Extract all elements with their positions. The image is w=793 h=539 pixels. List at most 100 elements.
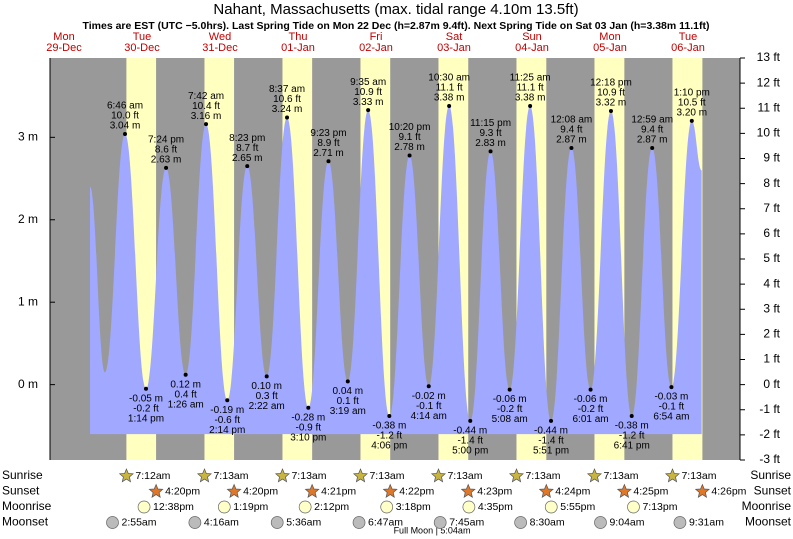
sunrise-time: 7:13am <box>369 470 404 482</box>
tide-m: 3.16 m <box>191 111 222 122</box>
tide-ft: -0.2 ft <box>497 404 523 415</box>
tide-extreme <box>426 384 431 389</box>
tide-m: 3.32 m <box>596 98 627 109</box>
tide-ft: 9.3 ft <box>479 128 501 139</box>
tide-m: 2.71 m <box>313 148 344 159</box>
sunset-time: 4:20pm <box>165 485 200 497</box>
tide-extreme <box>164 165 169 170</box>
tide-ft: -1.2 ft <box>619 431 645 442</box>
tide-ft: -1.4 ft <box>457 436 483 447</box>
y2-tick-label: 1 ft <box>763 352 780 366</box>
sunrise-time: 7:13am <box>525 470 560 482</box>
tide-extreme <box>264 374 269 379</box>
sunrise-time: 7:13am <box>681 470 716 482</box>
y2-tick-label: 3 ft <box>763 301 780 315</box>
row-label-right: Moonrise <box>742 499 792 513</box>
tide-ft: 0.3 ft <box>256 391 278 402</box>
moonrise-icon <box>217 500 231 514</box>
y-tick-label: 0 m <box>18 377 38 391</box>
tide-time: 11:15 pm <box>470 118 511 129</box>
moonset-time: 7:45am <box>449 516 484 528</box>
tide-time: 6:01 am <box>572 414 608 425</box>
tide-extreme <box>326 159 331 164</box>
tide-m: 2.78 m <box>394 142 425 153</box>
tide-m: 0.04 m <box>333 386 364 397</box>
tide-extreme <box>689 118 694 123</box>
sunset-icon <box>304 483 320 498</box>
tide-extreme <box>488 149 493 154</box>
tide-ft: -1.2 ft <box>377 431 403 442</box>
tide-m: 3.38 m <box>515 93 546 104</box>
tide-time: 8:37 am <box>269 84 305 95</box>
tide-ft: -0.1 ft <box>659 402 685 413</box>
moonset-icon <box>673 516 687 529</box>
sunrise-icon <box>430 468 446 483</box>
tide-m: 3.20 m <box>677 107 708 118</box>
y2-tick-label: 11 ft <box>758 100 781 114</box>
day-name: Mon <box>599 31 620 43</box>
y2-tick-label: 4 ft <box>763 276 780 290</box>
sunset-time: 4:26pm <box>711 485 746 497</box>
moonrise-icon <box>298 500 312 514</box>
sunrise-icon <box>118 468 134 483</box>
day-name: Sat <box>446 31 463 43</box>
tide-ft: 11.1 ft <box>517 83 544 94</box>
tide-extreme <box>569 146 574 151</box>
day-name: Tue <box>679 31 698 43</box>
day-date: 04-Jan <box>515 42 549 54</box>
moonset-time: 5:36am <box>286 516 321 528</box>
tide-extreme <box>608 108 613 113</box>
sunrise-time: 7:13am <box>447 470 482 482</box>
tide-m: -0.05 m <box>129 393 163 404</box>
moonrise-time: 12:38pm <box>153 501 194 513</box>
sunset-icon <box>460 483 476 498</box>
moonset-icon <box>352 516 366 529</box>
tide-m: -0.44 m <box>534 426 568 437</box>
y2-tick-label: -2 ft <box>759 427 780 441</box>
tide-ft: -0.6 ft <box>214 415 240 426</box>
moonset-time: 9:31am <box>689 516 724 528</box>
sunset-time: 4:25pm <box>633 485 668 497</box>
sunrise-time: 7:13am <box>603 470 638 482</box>
tide-time: 12:18 pm <box>590 78 632 89</box>
chart-title: Nahant, Massachusetts (max. tidal range … <box>213 1 578 18</box>
tide-ft: -0.1 ft <box>416 401 442 412</box>
row-label-right: Moonset <box>745 515 792 529</box>
tide-time: 6:46 am <box>107 101 143 112</box>
tide-extreme <box>306 405 311 410</box>
tide-time: 7:24 pm <box>148 134 184 145</box>
tide-m: 0.10 m <box>251 381 282 392</box>
tide-time: 3:10 pm <box>290 432 326 443</box>
moonrise-icon <box>544 500 558 514</box>
sunrise-time: 7:12am <box>135 470 170 482</box>
tide-ft: 0.4 ft <box>175 389 197 400</box>
day-date: 03-Jan <box>437 42 471 54</box>
day-name: Wed <box>209 31 231 43</box>
y2-tick-label: 8 ft <box>763 176 780 190</box>
tide-extreme <box>549 418 554 423</box>
row-label: Sunset <box>2 484 40 498</box>
moonrise-icon <box>137 500 151 514</box>
row-label: Moonrise <box>2 499 52 513</box>
tide-m: -0.38 m <box>615 421 649 432</box>
tide-extreme <box>345 379 350 384</box>
tide-extreme <box>204 122 209 127</box>
moon-phase: Full Moon | 5:04am <box>394 525 471 535</box>
tide-extreme <box>366 108 371 113</box>
tide-extreme <box>144 386 149 391</box>
tide-m: -0.06 m <box>574 394 608 405</box>
tide-time: 6:41 pm <box>614 441 650 452</box>
row-label: Sunrise <box>2 468 43 482</box>
sunset-icon <box>382 483 398 498</box>
tide-m: 2.83 m <box>475 138 506 149</box>
day-name: Fri <box>370 31 383 43</box>
tide-m: -0.28 m <box>291 412 325 423</box>
row-label: Moonset <box>2 515 49 529</box>
moonset-icon <box>433 516 447 529</box>
tide-time: 1:14 pm <box>128 413 164 424</box>
tide-ft: 9.1 ft <box>398 132 420 143</box>
tide-m: -0.38 m <box>372 421 406 432</box>
tide-time: 2:14 pm <box>209 425 245 436</box>
day-date: 31-Dec <box>202 42 238 54</box>
y2-tick-label: 0 ft <box>763 377 780 391</box>
